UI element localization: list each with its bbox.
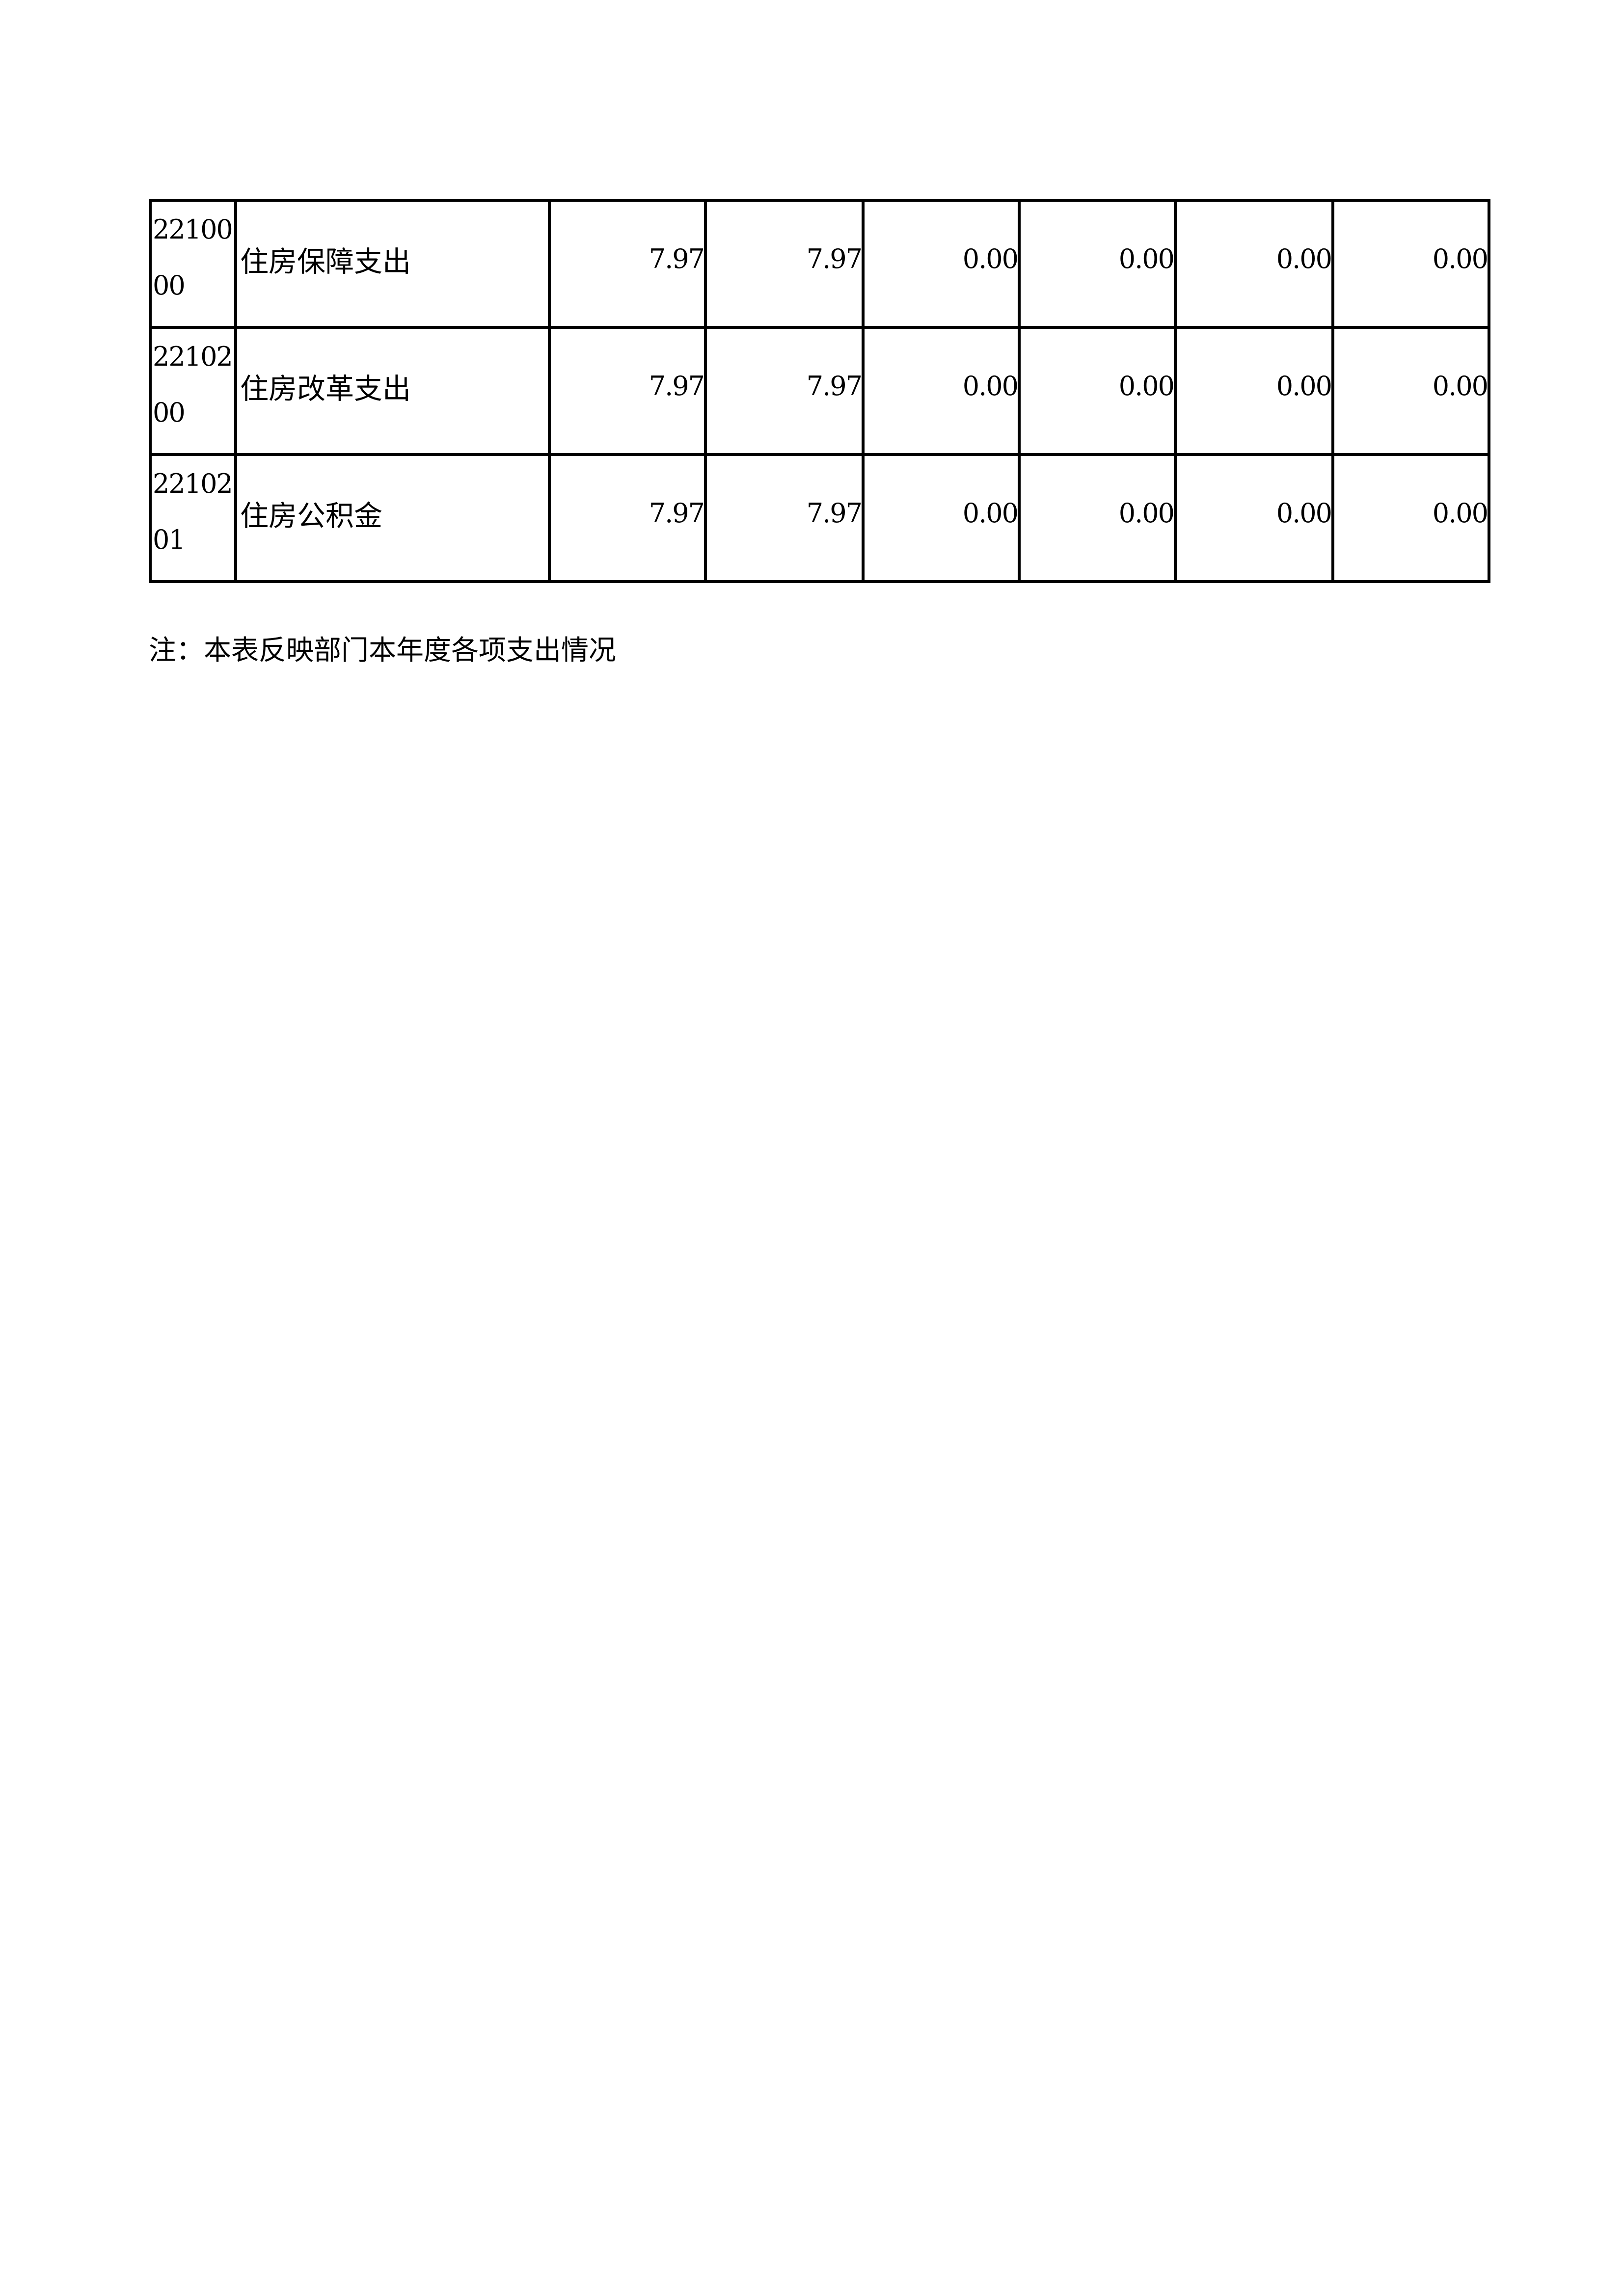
amount-cell: 0.00: [1174, 453, 1334, 583]
table-row: 2210200 住房改革支出 7.97 7.97 0.00 0.00 0.00 0.00: [149, 326, 1490, 456]
amount-cell: 0.00: [1174, 199, 1334, 329]
amount-cell: 0.00: [1331, 199, 1490, 329]
amount-cell: 0.00: [1018, 326, 1177, 456]
amount-cell: 0.00: [1018, 453, 1177, 583]
subject-name: 住房保障支出: [234, 199, 551, 329]
subject-code: 2210000: [149, 199, 237, 329]
subject-name: 住房公积金: [234, 453, 551, 583]
table-row: 2210000 住房保障支出 7.97 7.97 0.00 0.00 0.00 0.00: [149, 199, 1490, 329]
amount-cell: 0.00: [1331, 326, 1490, 456]
expenditure-table: 2210000 住房保障支出 7.97 7.97 0.00 0.00 0.00 0.00 221…: [149, 199, 1490, 583]
amount-cell: 0.00: [862, 326, 1021, 456]
amount-cell: 7.97: [704, 453, 865, 583]
amount-cell: 0.00: [862, 453, 1021, 583]
amount-cell: 7.97: [548, 199, 707, 329]
amount-cell: 0.00: [1331, 453, 1490, 583]
subject-code: 2210201: [149, 453, 237, 583]
subject-name: 住房改革支出: [234, 326, 551, 456]
amount-cell: 7.97: [548, 453, 707, 583]
amount-cell: 0.00: [1174, 326, 1334, 456]
table-note: 注：本表反映部门本年度各项支出情况: [149, 635, 616, 667]
subject-code: 2210200: [149, 326, 237, 456]
amount-cell: 7.97: [704, 199, 865, 329]
amount-cell: 7.97: [548, 326, 707, 456]
table-row: 2210201 住房公积金 7.97 7.97 0.00 0.00 0.00 0.00: [149, 453, 1490, 583]
amount-cell: 7.97: [704, 326, 865, 456]
amount-cell: 0.00: [862, 199, 1021, 329]
amount-cell: 0.00: [1018, 199, 1177, 329]
